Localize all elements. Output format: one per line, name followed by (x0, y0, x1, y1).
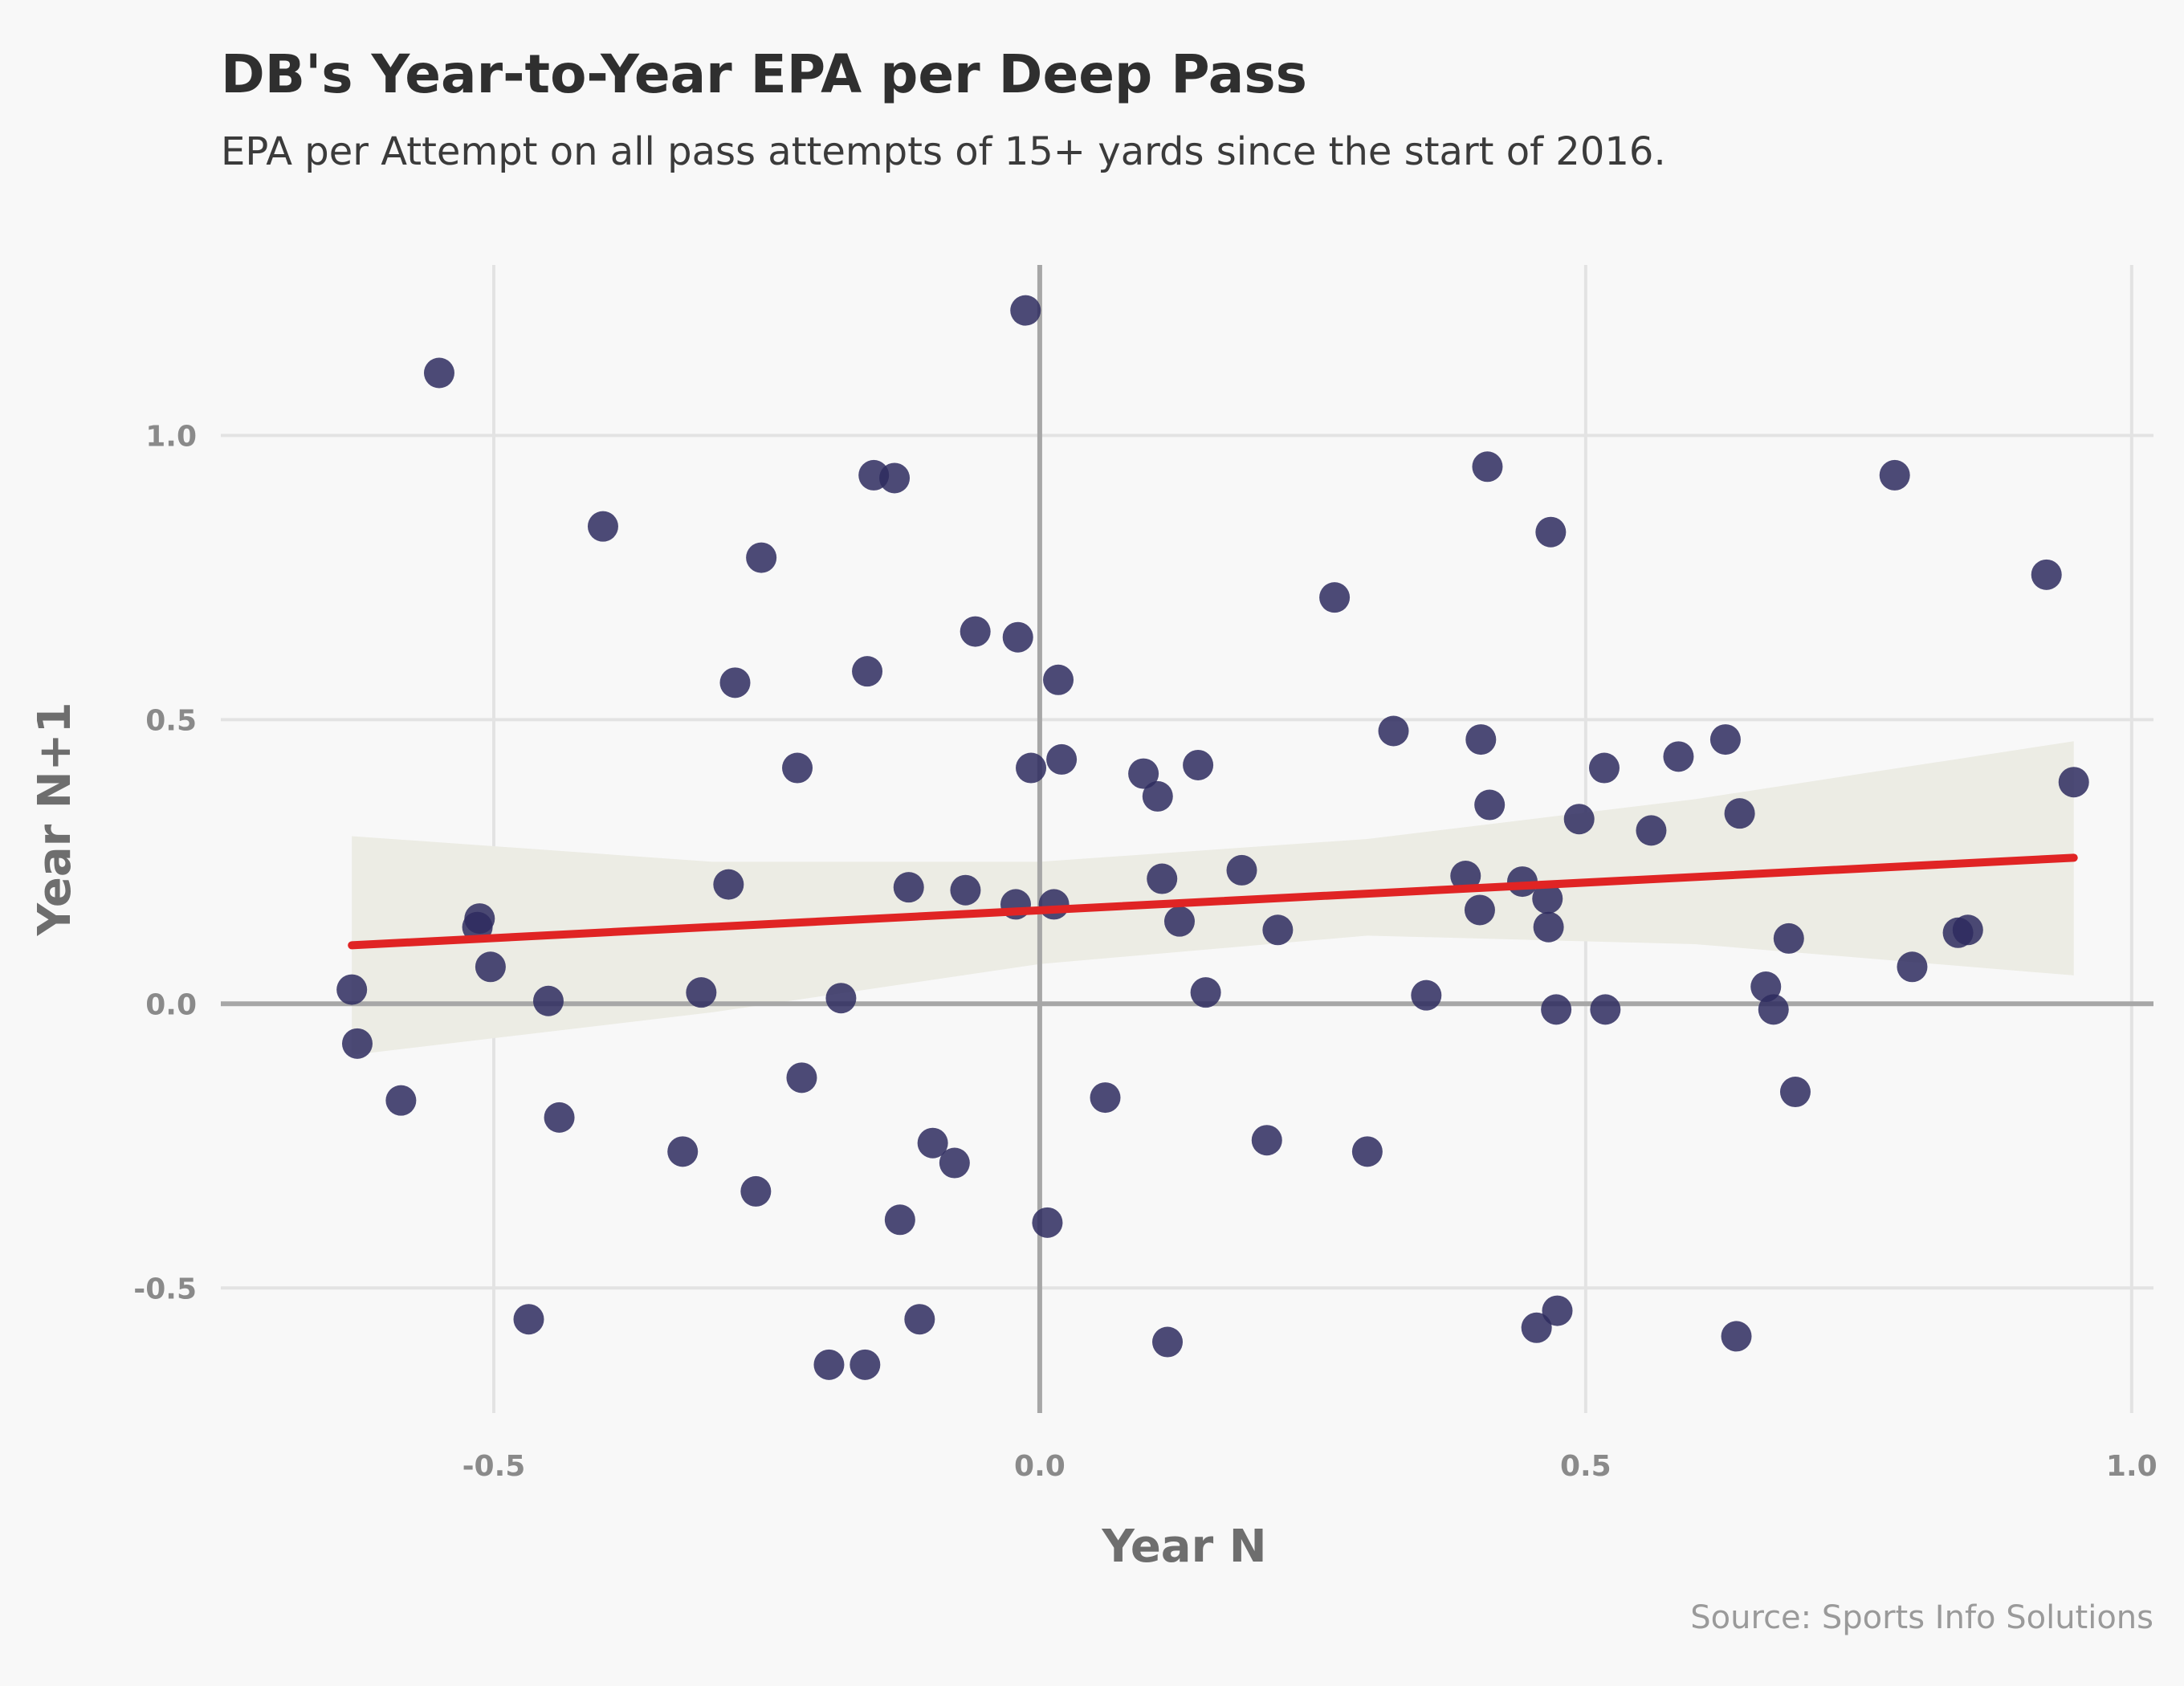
data-point-26 (893, 872, 924, 903)
data-point-50 (1262, 914, 1294, 946)
data-point-17 (782, 752, 813, 784)
data-point-34 (1010, 295, 1041, 326)
data-point-13 (713, 869, 744, 900)
data-point-41 (1128, 758, 1159, 789)
data-point-61 (1521, 1312, 1552, 1343)
source-caption: Source: Sports Info Solutions (1690, 1599, 2153, 1636)
data-point-25 (884, 1204, 915, 1236)
x-tick-label-1: 0.0 (1014, 1450, 1066, 1483)
data-point-56 (1464, 894, 1495, 926)
data-point-76 (1758, 994, 1789, 1025)
data-point-3 (423, 357, 454, 389)
data-point-45 (1163, 906, 1195, 937)
data-point-30 (950, 874, 981, 906)
y-axis-label: Year N+1 (29, 702, 81, 936)
data-point-43 (1147, 863, 1178, 894)
data-point-36 (1032, 1207, 1063, 1238)
data-point-68 (1588, 752, 1620, 784)
data-point-57 (1465, 724, 1497, 755)
x-tick-label-0: -0.5 (462, 1450, 526, 1483)
data-point-24 (879, 462, 911, 494)
data-point-40 (1090, 1082, 1121, 1114)
data-point-12 (686, 977, 717, 1008)
data-point-54 (1411, 979, 1442, 1011)
trend-line (348, 853, 2078, 950)
y-tick-label-1: 0.0 (145, 988, 197, 1021)
data-point-8 (532, 985, 564, 1016)
chart-subtitle: EPA per Attempt on all pass attempts of … (221, 129, 1666, 174)
data-point-63 (1533, 911, 1564, 943)
data-point-83 (2031, 559, 2062, 590)
data-point-72 (1709, 724, 1741, 755)
data-point-22 (852, 656, 883, 687)
data-point-53 (1378, 715, 1409, 747)
data-point-48 (1226, 854, 1257, 886)
data-point-62 (1532, 883, 1563, 914)
data-point-31 (960, 616, 991, 647)
data-point-37 (1038, 889, 1070, 920)
data-point-38 (1043, 664, 1074, 695)
data-point-9 (544, 1102, 575, 1133)
data-point-21 (850, 1349, 881, 1380)
data-point-74 (1724, 798, 1755, 829)
data-point-77 (1773, 922, 1804, 954)
y-tick-label-3: 1.0 (145, 420, 197, 453)
data-point-1 (341, 1028, 373, 1059)
data-point-15 (740, 1175, 772, 1207)
data-point-59 (1474, 789, 1506, 821)
data-point-42 (1142, 780, 1173, 812)
data-point-79 (1879, 459, 1910, 491)
x-axis-label: Year N (1101, 1521, 1266, 1573)
data-point-47 (1190, 977, 1221, 1008)
data-point-33 (1002, 621, 1033, 653)
data-point-6 (475, 951, 506, 983)
data-point-78 (1779, 1077, 1811, 1108)
y-tick-label-0: -0.5 (133, 1273, 197, 1305)
data-point-65 (1541, 994, 1572, 1025)
data-point-66 (1542, 1295, 1573, 1326)
data-point-73 (1721, 1321, 1752, 1352)
x-tick-label-3: 1.0 (2106, 1450, 2158, 1483)
data-point-44 (1152, 1326, 1184, 1358)
data-point-28 (917, 1127, 948, 1159)
data-point-51 (1319, 582, 1351, 613)
data-point-18 (786, 1062, 817, 1093)
data-point-27 (904, 1304, 935, 1335)
data-point-49 (1251, 1125, 1282, 1156)
data-point-82 (1952, 914, 1983, 946)
data-point-64 (1535, 516, 1567, 548)
data-point-14 (719, 667, 751, 698)
x-tick-labels: -0.5 0.0 0.5 1.0 (462, 1450, 2158, 1483)
data-points (336, 295, 2089, 1380)
plot-area (221, 265, 2153, 1413)
data-point-0 (336, 974, 368, 1005)
x-tick-label-2: 0.5 (1560, 1450, 1612, 1483)
data-point-29 (939, 1147, 970, 1179)
data-point-84 (2058, 767, 2089, 798)
data-point-71 (1663, 741, 1694, 772)
data-point-10 (587, 511, 618, 542)
data-point-19 (813, 1349, 845, 1380)
data-point-52 (1351, 1136, 1383, 1167)
data-point-58 (1472, 451, 1503, 483)
data-point-69 (1590, 994, 1621, 1025)
data-point-7 (513, 1304, 544, 1335)
data-point-39 (1046, 743, 1078, 775)
data-point-80 (1897, 951, 1928, 983)
data-point-11 (667, 1136, 699, 1167)
data-point-67 (1563, 804, 1595, 835)
data-point-35 (1016, 752, 1047, 784)
data-point-55 (1450, 861, 1481, 892)
y-tick-labels: -0.5 0.0 0.5 1.0 (133, 420, 197, 1305)
chart-title: DB's Year-to-Year EPA per Deep Pass (221, 43, 1307, 105)
data-point-46 (1183, 749, 1214, 780)
data-point-20 (825, 983, 857, 1014)
data-point-70 (1636, 815, 1667, 846)
data-point-16 (746, 542, 777, 573)
data-point-2 (385, 1085, 417, 1116)
y-tick-label-2: 0.5 (145, 704, 197, 737)
